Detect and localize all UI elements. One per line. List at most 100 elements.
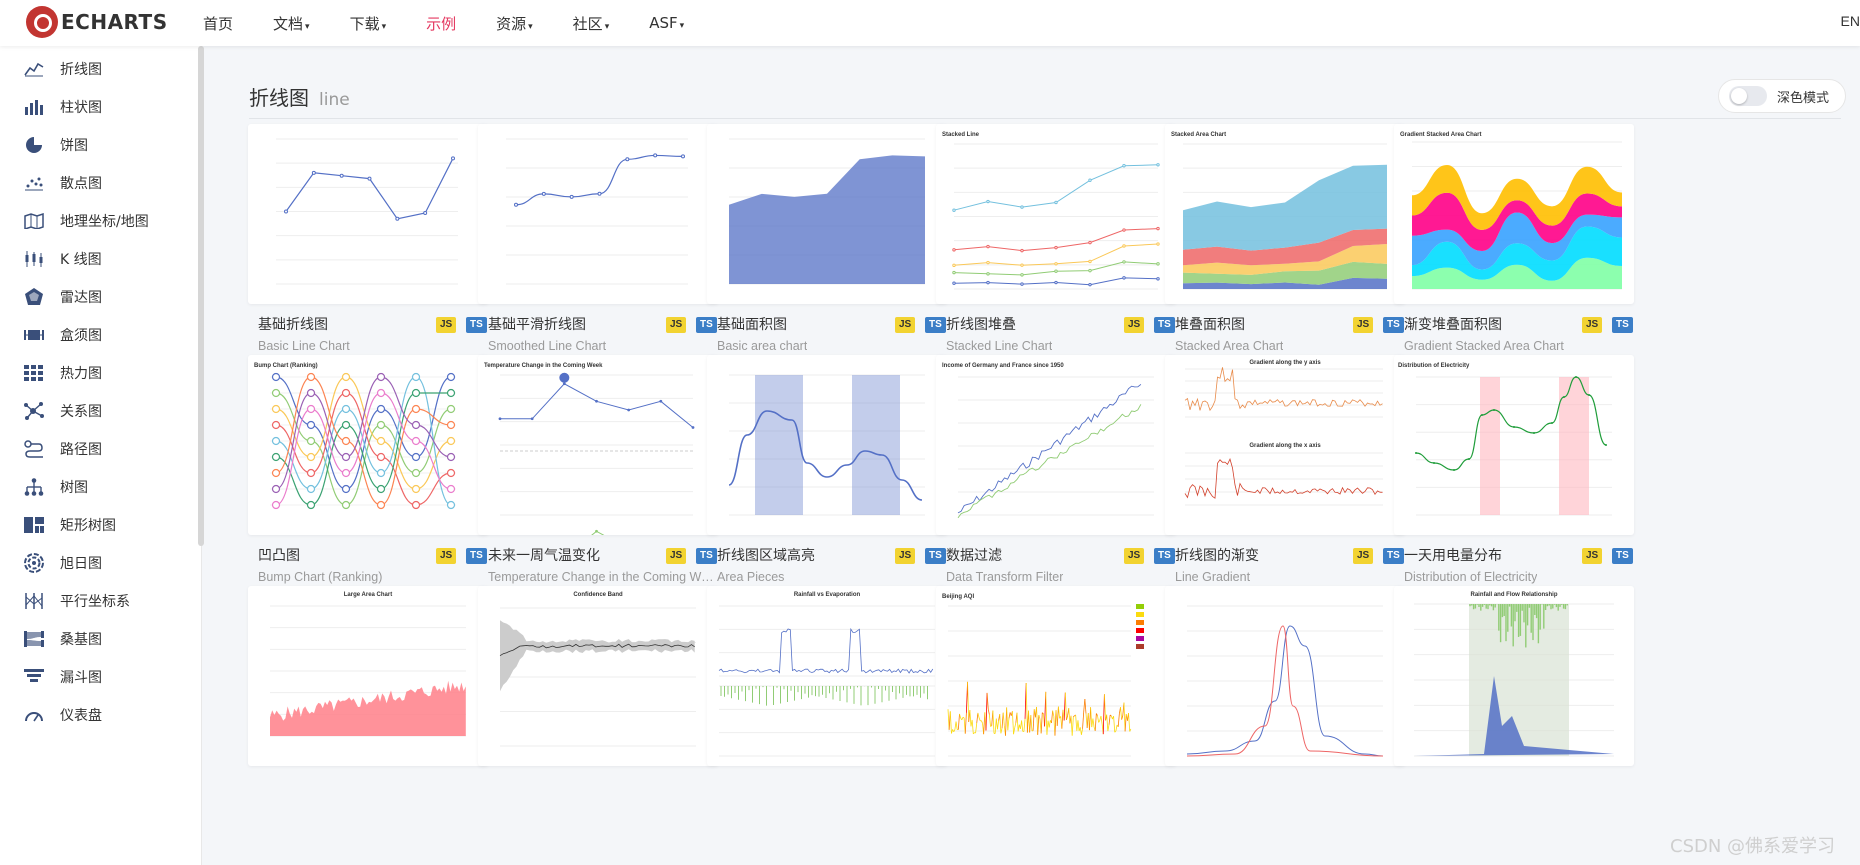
sidebar-item-line-chart[interactable]: 折线图 [22,54,102,84]
sidebar-item-boxplot[interactable]: 盒须图 [22,320,102,350]
example-title[interactable]: 渐变堆叠面积图 [1404,317,1502,333]
nav-item-6[interactable]: ASF ▾ [649,14,684,32]
example-title[interactable]: 凹凸图 [258,548,300,564]
sidebar-item-gauge[interactable]: 仪表盘 [22,700,102,730]
ts-badge[interactable]: TS [466,548,487,564]
ts-badge[interactable]: TS [925,548,946,564]
thumbnail-chart-image: Bump Chart (Ranking) [254,363,456,510]
example-thumbnail[interactable]: Gradient along the y axis Gradient along … [1165,355,1405,535]
example-thumbnail[interactable]: Stacked Area Chart [1165,124,1405,304]
boxplot-icon [22,324,46,346]
sidebar-item-pie-chart[interactable]: 饼图 [22,130,88,160]
example-title[interactable]: 一天用电量分布 [1404,548,1502,564]
js-badge[interactable]: JS [436,317,457,333]
example-thumbnail[interactable]: Beijing AQI [936,586,1176,766]
sidebar-item-lines[interactable]: 路径图 [22,434,102,464]
nav-item-5[interactable]: 社区 ▾ [573,13,610,34]
example-thumbnail[interactable] [707,124,947,304]
sidebar-item-label: K 线图 [60,252,102,268]
sidebar-item-label: 散点图 [60,176,102,192]
ts-badge[interactable]: TS [1383,548,1404,564]
js-badge[interactable]: JS [1582,548,1603,564]
sidebar-item-bar-chart[interactable]: 柱状图 [22,92,102,122]
example-title[interactable]: 未来一周气温变化 [488,548,600,564]
js-badge[interactable]: JS [1124,548,1145,564]
sidebar-item-parallel[interactable]: 平行坐标系 [22,586,130,616]
sidebar-item-tree[interactable]: 树图 [22,472,88,502]
toggle-switch[interactable] [1729,86,1767,106]
js-badge[interactable]: JS [1124,317,1145,333]
example-thumbnail[interactable]: Gradient Stacked Area Chart [1394,124,1634,304]
thumbnail-chart-image: Large Area Chart [270,592,466,737]
example-thumbnail[interactable]: Bump Chart (Ranking) [248,355,488,535]
nav-item-3[interactable]: 示例 [426,13,456,34]
example-title[interactable]: 折线图的渐变 [1175,548,1259,564]
example-title[interactable]: 数据过滤 [946,548,1002,564]
caret-down-icon: ▾ [604,21,610,32]
example-thumbnail[interactable] [478,124,718,304]
ts-badge[interactable]: TS [1612,317,1633,333]
sidebar-item-sankey[interactable]: 桑基图 [22,624,102,654]
sidebar-item-graph[interactable]: 关系图 [22,396,102,426]
sunburst-icon [22,552,46,574]
js-badge[interactable]: JS [1582,317,1603,333]
example-thumbnail[interactable]: Stacked Line [936,124,1176,304]
ts-badge[interactable]: TS [1612,548,1633,564]
thumbnail-chart-image: Confidence Band [499,592,696,747]
sidebar-item-scatter[interactable]: 散点图 [22,168,102,198]
thumbnail-chart-image [729,138,925,285]
example-title[interactable]: 基础平滑折线图 [488,317,586,333]
example-thumbnail[interactable]: Rainfall and Flow Relationship [1394,586,1634,766]
example-title[interactable]: 折线图堆叠 [946,317,1016,333]
sidebar-item-treemap[interactable]: 矩形树图 [22,510,116,540]
sidebar-item-label: 桑基图 [60,632,102,648]
example-title[interactable]: 堆叠面积图 [1175,317,1245,333]
sidebar-item-candlestick[interactable]: K 线图 [22,244,102,274]
ts-badge[interactable]: TS [466,317,487,333]
nav-item-4[interactable]: 资源 ▾ [496,13,533,34]
sidebar-item-label: 平行坐标系 [60,594,130,610]
ts-badge[interactable]: TS [925,317,946,333]
example-thumbnail[interactable]: Confidence Band [478,586,718,766]
nav-item-0[interactable]: 首页 [203,13,233,34]
js-badge[interactable]: JS [1353,317,1374,333]
js-badge[interactable]: JS [1353,548,1374,564]
js-badge[interactable]: JS [895,317,916,333]
example-thumbnail[interactable]: Distribution of Electricity [1394,355,1634,535]
js-badge[interactable]: JS [436,548,457,564]
sidebar-item-sunburst[interactable]: 旭日图 [22,548,102,578]
ts-badge[interactable]: TS [696,317,717,333]
nav-item-1[interactable]: 文档 ▾ [273,13,310,34]
example-thumbnail[interactable]: Large Area Chart [248,586,488,766]
example-thumbnail[interactable]: Temperature Change in the Coming Week [478,355,718,535]
dark-mode-toggle[interactable]: 深色模式 [1718,79,1846,113]
ts-badge[interactable]: TS [1154,548,1175,564]
js-badge[interactable]: JS [666,548,687,564]
sidebar-item-radar[interactable]: 雷达图 [22,282,102,312]
svg-text:Distribution of Electricity: Distribution of Electricity [1398,363,1470,369]
ts-badge[interactable]: TS [1154,317,1175,333]
sidebar-item-map[interactable]: 地理坐标/地图 [22,206,149,236]
scatter-icon [22,172,46,194]
thumbnail-chart-image: Rainfall vs Evaporation [718,592,935,757]
sidebar-item-heatmap[interactable]: 热力图 [22,358,102,388]
example-title[interactable]: 基础面积图 [717,317,787,333]
ts-badge[interactable]: TS [1383,317,1404,333]
example-thumbnail[interactable]: Income of Germany and France since 1950 [936,355,1176,535]
nav-item-2[interactable]: 下载 ▾ [350,13,387,34]
example-title[interactable]: 折线图区域高亮 [717,548,815,564]
ts-badge[interactable]: TS [696,548,717,564]
js-badge[interactable]: JS [666,317,687,333]
example-title[interactable]: 基础折线图 [258,317,328,333]
thumbnail-chart-image: Rainfall and Flow Relationship [1414,592,1614,757]
example-thumbnail[interactable] [248,124,488,304]
example-thumbnail[interactable] [707,355,947,535]
js-badge[interactable]: JS [895,548,916,564]
heatmap-icon [22,362,46,384]
example-thumbnail[interactable]: Rainfall vs Evaporation [707,586,947,766]
sidebar-scrollbar[interactable] [198,46,204,546]
language-switch[interactable]: EN [1840,13,1860,29]
sidebar-item-funnel[interactable]: 漏斗图 [22,662,102,692]
example-thumbnail[interactable] [1165,586,1405,766]
echarts-logo[interactable]: ECHARTS [26,5,168,39]
